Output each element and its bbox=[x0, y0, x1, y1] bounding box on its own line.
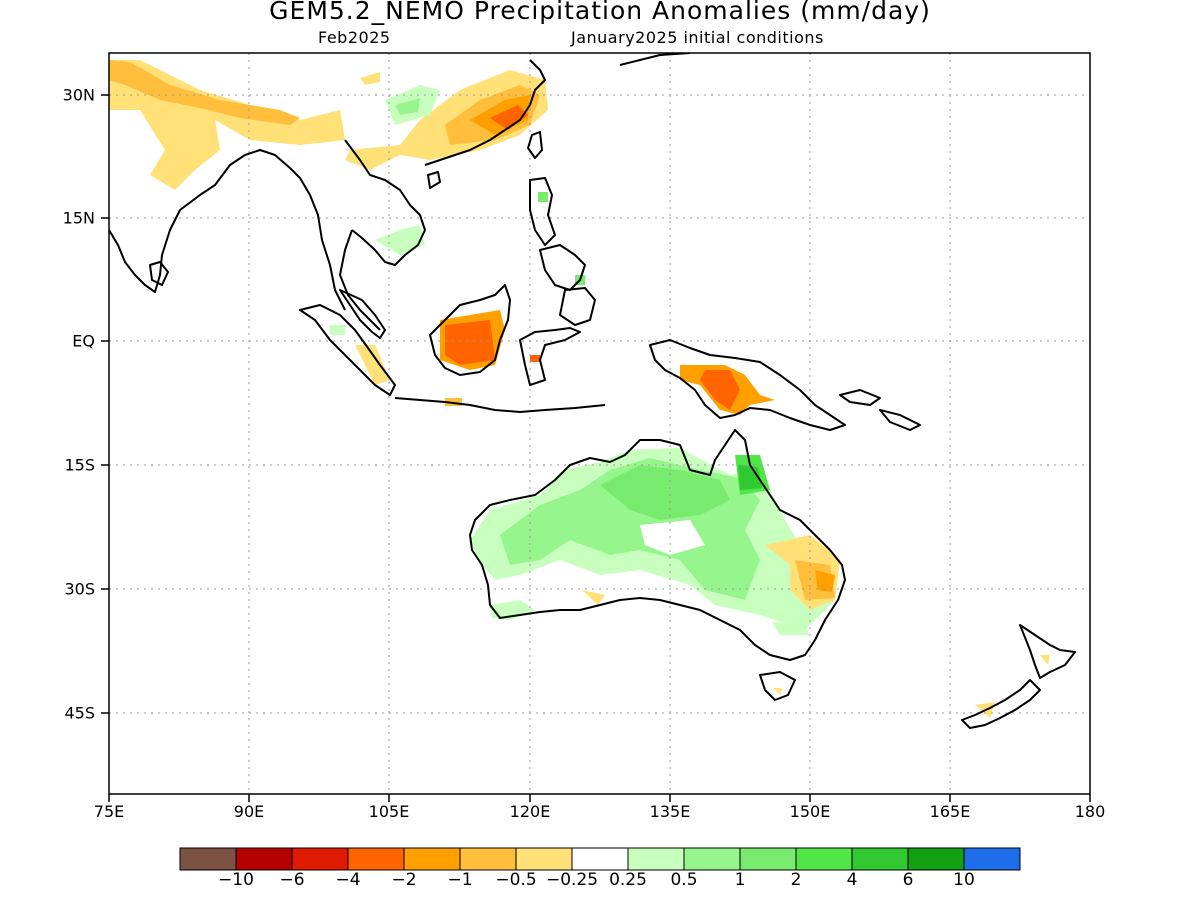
forecast-month: Feb2025 bbox=[318, 28, 391, 47]
hainan-coast bbox=[427, 171, 441, 189]
indochina-coast bbox=[344, 139, 426, 266]
colorbar bbox=[179, 847, 1021, 871]
colorbar-swatch bbox=[571, 847, 629, 871]
philippines-wet bbox=[538, 192, 548, 202]
tibet-dry bbox=[360, 72, 380, 85]
anomaly-shading bbox=[109, 60, 1050, 718]
colorbar-label: 1 bbox=[734, 870, 746, 890]
colorbar-label: 10 bbox=[953, 870, 975, 890]
china-wet-center bbox=[395, 98, 420, 115]
australia-dry-pocket bbox=[640, 520, 705, 555]
indochina-wet bbox=[375, 225, 425, 255]
se-australia-dry-center bbox=[815, 570, 835, 592]
luzon-coast bbox=[529, 177, 556, 246]
new-guinea-very-dry bbox=[700, 370, 740, 410]
lon-label-180: 180 bbox=[1074, 802, 1106, 821]
map-title: GEM5.2_NEMO Precipitation Anomalies (mm/… bbox=[269, 0, 931, 25]
australia-coast bbox=[469, 429, 846, 661]
new-britain-coast bbox=[839, 389, 881, 406]
lon-label-75e: 75E bbox=[93, 802, 125, 821]
lon-label-135e: 135E bbox=[649, 802, 691, 821]
colorbar-label: 2 bbox=[790, 870, 802, 890]
new-guinea-coast bbox=[649, 339, 846, 431]
china-coast bbox=[424, 59, 546, 166]
taiwan-coast bbox=[527, 131, 543, 159]
lon-label-120e: 120E bbox=[509, 802, 551, 821]
graticule bbox=[109, 53, 1090, 794]
colorbar-swatch bbox=[739, 847, 797, 871]
lon-label-105e: 105E bbox=[368, 802, 410, 821]
bengal-coast bbox=[244, 149, 346, 311]
nz-south-coast bbox=[961, 679, 1041, 729]
colorbar-swatch bbox=[347, 847, 405, 871]
australia-strong-wet bbox=[600, 465, 730, 520]
victoria-wet bbox=[772, 622, 810, 635]
colorbar-label: 0.5 bbox=[670, 870, 698, 890]
lon-label-90e: 90E bbox=[233, 802, 265, 821]
sulawesi-coast bbox=[519, 327, 581, 386]
java-coast bbox=[394, 397, 606, 413]
coastlines bbox=[109, 53, 1076, 729]
colorbar-swatch bbox=[403, 847, 461, 871]
lat-label-45s: 45S bbox=[64, 703, 95, 723]
axis-ticks bbox=[101, 94, 1091, 802]
solomons-coast bbox=[879, 409, 921, 431]
colorbar-swatch bbox=[459, 847, 517, 871]
malaya-coast bbox=[339, 289, 386, 339]
colorbar-swatch bbox=[907, 847, 965, 871]
initial-conditions: January2025 initial conditions bbox=[571, 28, 824, 47]
colorbar-swatch bbox=[179, 847, 237, 871]
colorbar-label: −0.5 bbox=[495, 870, 537, 890]
lon-label-150e: 150E bbox=[789, 802, 831, 821]
colorbar-label: −6 bbox=[279, 870, 305, 890]
china-very-dry bbox=[490, 105, 528, 130]
colorbar-swatch bbox=[291, 847, 349, 871]
tasmania-dry bbox=[773, 688, 782, 695]
sri-lanka-coast bbox=[149, 261, 169, 286]
tasmania-coast bbox=[759, 671, 796, 701]
sumatra-coast bbox=[299, 304, 396, 396]
gulf-thailand bbox=[339, 229, 381, 331]
mindanao-coast bbox=[559, 287, 596, 326]
queensland-heavy-wet bbox=[738, 465, 762, 490]
india-coast bbox=[109, 154, 246, 293]
colorbar-label: 6 bbox=[902, 870, 914, 890]
sumatra-dry bbox=[355, 345, 390, 385]
visayas-coast bbox=[539, 244, 586, 291]
colorbar-swatch bbox=[515, 847, 573, 871]
lat-label-eq: EQ bbox=[72, 331, 95, 351]
lat-label-15s: 15S bbox=[64, 455, 95, 475]
sulawesi-dry bbox=[530, 355, 540, 362]
colorbar-label: −2 bbox=[391, 870, 417, 890]
colorbar-label: 0.25 bbox=[609, 870, 647, 890]
colorbar-swatch bbox=[851, 847, 909, 871]
colorbar-label: 4 bbox=[846, 870, 858, 890]
colorbar-swatch bbox=[795, 847, 853, 871]
himalaya-dry bbox=[109, 60, 300, 125]
colorbar-swatch bbox=[235, 847, 293, 871]
map-frame bbox=[108, 52, 1091, 795]
colorbar-label: −0.25 bbox=[545, 870, 599, 890]
lat-label-15n: 15N bbox=[62, 208, 95, 228]
south-australia-dry bbox=[582, 590, 605, 605]
lat-label-30n: 30N bbox=[62, 85, 95, 105]
malaya-wet bbox=[330, 325, 345, 335]
colorbar-label: −1 bbox=[447, 870, 473, 890]
sw-australia-wet bbox=[490, 600, 535, 620]
colorbar-label: −10 bbox=[218, 870, 254, 890]
nz-north-coast bbox=[1019, 624, 1076, 679]
nz-north-dry bbox=[1040, 655, 1050, 665]
colorbar-swatch bbox=[627, 847, 685, 871]
colorbar-swatch bbox=[683, 847, 741, 871]
colorbar-swatch bbox=[963, 847, 1021, 871]
lat-label-30s: 30S bbox=[64, 579, 95, 599]
japan-coast bbox=[619, 53, 691, 66]
borneo-coast bbox=[429, 284, 511, 376]
borneo-very-dry bbox=[445, 320, 495, 365]
lon-label-165e: 165E bbox=[929, 802, 971, 821]
colorbar-label: −4 bbox=[335, 870, 361, 890]
